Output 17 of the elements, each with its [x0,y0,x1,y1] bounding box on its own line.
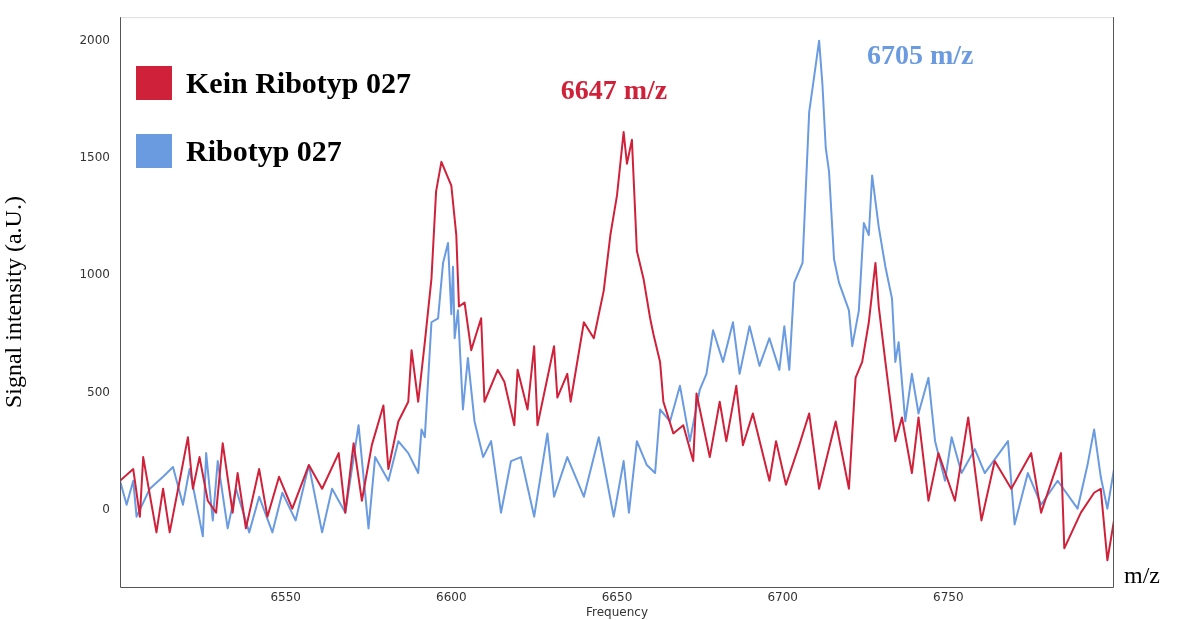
y-axis-title: Signal intensity (a.U.) [0,196,26,409]
x-tick-label: 6700 [767,590,798,605]
annotation: 6647 m/z [560,73,668,105]
legend-label: Kein Ribotyp 027 [186,66,412,100]
x-tick-label: 6600 [436,590,467,605]
annotation: 6705 m/z [866,38,974,70]
y-tick-label: 1000 [79,267,110,282]
y-tick-label: 2000 [79,32,110,47]
x-axis-title: Frequency [586,604,648,619]
y-tick-label: 1500 [79,150,110,165]
text: m/z [1124,562,1160,589]
x-tick-label: 6750 [933,590,964,605]
legend-label: Ribotyp 027 [186,134,342,168]
y-tick-label: 0 [102,501,110,516]
y-tick-label: 500 [87,384,110,399]
x-tick-label: 6650 [601,590,633,605]
x-tick-label: 6550 [270,590,301,605]
